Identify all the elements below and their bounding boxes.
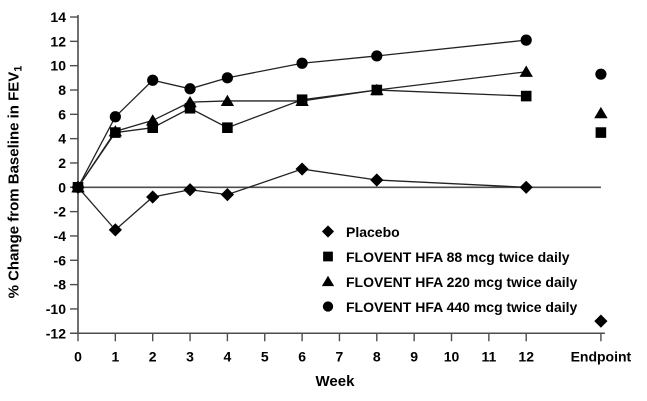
marker-circle xyxy=(371,50,383,62)
x-tick-label: 6 xyxy=(298,348,306,364)
endpoint-marker-triangle xyxy=(594,106,608,119)
endpoint-marker-square xyxy=(595,127,607,138)
marker-circle xyxy=(296,57,308,69)
x-tick-label: 1 xyxy=(111,348,119,364)
legend-marker-square xyxy=(323,251,333,262)
legend-label: FLOVENT HFA 88 mcg twice daily xyxy=(346,248,570,265)
marker-diamond xyxy=(183,183,197,197)
legend-marker-triangle xyxy=(321,275,335,287)
y-tick-label: -12 xyxy=(46,325,66,341)
legend: Placebo FLOVENT HFA 88 mcg twice daily F… xyxy=(320,219,577,319)
marker-square xyxy=(520,90,532,102)
marker-square xyxy=(110,127,121,138)
legend-label: FLOVENT HFA 220 mcg twice daily xyxy=(346,273,578,290)
x-tick-label: 9 xyxy=(410,348,418,364)
x-endpoint-label: Endpoint xyxy=(571,348,632,364)
marker-triangle xyxy=(220,94,235,107)
marker-diamond xyxy=(519,180,533,194)
y-axis-title: % Change from Baseline in FEV1 xyxy=(5,65,25,299)
marker-diamond xyxy=(370,173,384,187)
y-tick-label: 6 xyxy=(58,106,66,122)
marker-diamond xyxy=(295,162,309,176)
y-tick-label: 14 xyxy=(50,9,66,25)
x-tick-label: 10 xyxy=(444,348,460,364)
y-tick-label: 12 xyxy=(50,33,66,49)
x-tick-label: 11 xyxy=(481,348,496,364)
series-line-square xyxy=(77,89,527,188)
y-tick-label: 4 xyxy=(58,131,66,147)
legend-item-flovent-220: FLOVENT HFA 220 mcg twice daily xyxy=(320,269,577,294)
legend-label: Placebo xyxy=(346,223,400,240)
marker-diamond xyxy=(108,223,122,237)
endpoint-marker-diamond xyxy=(594,314,608,328)
x-tick-label: 4 xyxy=(224,348,232,364)
y-tick-label: 0 xyxy=(58,179,66,195)
marker-circle xyxy=(147,74,159,86)
marker-square xyxy=(147,122,158,134)
legend-marker-glyph-circle xyxy=(322,301,334,312)
marker-circle xyxy=(221,72,233,84)
x-axis-title: Week xyxy=(315,373,355,390)
legend-item-placebo: Placebo xyxy=(320,219,577,244)
x-tick-label: 5 xyxy=(261,348,269,364)
y-tick-label: 10 xyxy=(50,58,66,74)
endpoint-marker-circle xyxy=(595,68,607,80)
legend-marker-glyph-diamond xyxy=(321,225,335,238)
marker-circle xyxy=(520,34,532,46)
series-line-diamond xyxy=(77,168,527,231)
marker-square xyxy=(296,94,308,106)
marker-triangle xyxy=(519,65,533,77)
y-tick-label: -10 xyxy=(46,301,66,317)
y-tick-label: -6 xyxy=(54,252,67,268)
legend-label: FLOVENT HFA 440 mcg twice daily xyxy=(346,298,578,315)
y-tick-label: -4 xyxy=(54,228,67,244)
y-tick-label: -2 xyxy=(54,204,67,220)
x-tick-label: 8 xyxy=(373,348,381,364)
legend-marker-glyph-triangle xyxy=(321,275,335,287)
y-tick-label: 8 xyxy=(58,82,66,98)
marker-diamond xyxy=(220,187,234,202)
marker-square xyxy=(184,102,196,114)
series-line-circle xyxy=(77,39,527,188)
legend-item-flovent-88: FLOVENT HFA 88 mcg twice daily xyxy=(320,244,577,269)
marker-square xyxy=(222,122,233,134)
x-tick-label: 2 xyxy=(149,348,157,364)
x-tick-label: 3 xyxy=(186,348,194,364)
y-tick-label: 2 xyxy=(58,155,66,171)
legend-marker-circle xyxy=(322,301,334,312)
x-tick-label: 0 xyxy=(74,348,82,364)
x-tick-label: 7 xyxy=(336,348,344,364)
marker-square xyxy=(371,84,383,96)
legend-marker-diamond xyxy=(321,225,335,238)
y-axis-title-text: % Change from Baseline in FEV xyxy=(5,71,23,299)
marker-square xyxy=(72,182,84,193)
marker-circle xyxy=(184,83,196,95)
y-axis-title-subscript: 1 xyxy=(12,65,25,72)
y-tick-label: -8 xyxy=(54,277,67,293)
legend-item-flovent-440: FLOVENT HFA 440 mcg twice daily xyxy=(320,294,577,319)
marker-circle xyxy=(109,111,121,123)
marker-diamond xyxy=(146,190,160,204)
x-tick-label: 12 xyxy=(518,348,534,364)
legend-marker-glyph-square xyxy=(323,251,333,262)
